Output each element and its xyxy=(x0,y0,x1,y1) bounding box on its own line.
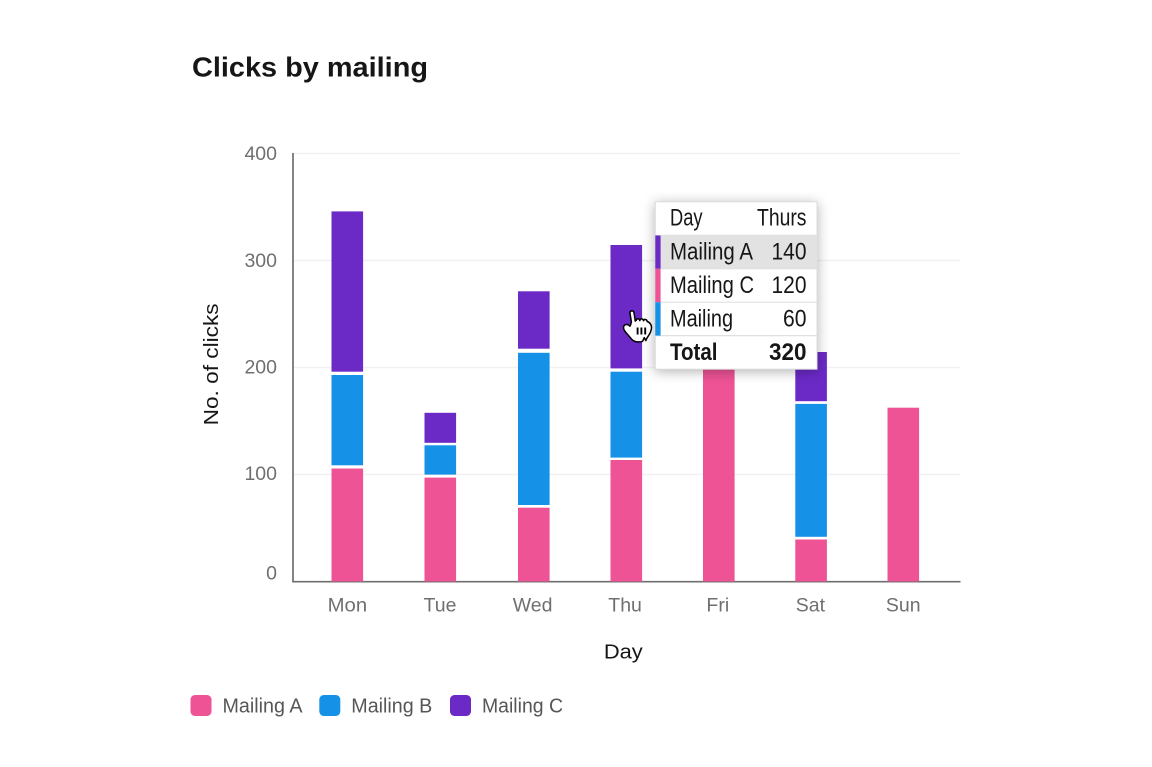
svg-text:Mon: Mon xyxy=(328,594,368,616)
svg-text:Mailing A: Mailing A xyxy=(670,239,753,266)
svg-text:300: 300 xyxy=(244,250,277,272)
svg-text:Day: Day xyxy=(604,641,644,664)
svg-text:Mailing C: Mailing C xyxy=(670,272,754,299)
svg-text:200: 200 xyxy=(244,357,277,379)
svg-text:Sun: Sun xyxy=(886,594,921,616)
svg-text:Wed: Wed xyxy=(513,594,553,616)
svg-text:Clicks by mailing: Clicks by mailing xyxy=(192,52,428,83)
svg-text:Thu: Thu xyxy=(608,594,642,616)
svg-text:Total: Total xyxy=(670,339,718,366)
svg-text:Tue: Tue xyxy=(424,594,457,616)
svg-text:400: 400 xyxy=(244,143,277,165)
svg-text:140: 140 xyxy=(772,239,807,266)
svg-text:Thurs: Thurs xyxy=(757,205,807,232)
svg-text:Day: Day xyxy=(670,205,703,232)
svg-text:320: 320 xyxy=(769,339,807,366)
svg-text:Mailing: Mailing xyxy=(670,306,733,333)
svg-text:Mailing C: Mailing C xyxy=(482,695,563,718)
svg-text:Mailing B: Mailing B xyxy=(351,695,432,718)
svg-text:Sat: Sat xyxy=(796,594,826,616)
svg-text:100: 100 xyxy=(244,463,277,485)
svg-text:No. of clicks: No. of clicks xyxy=(201,303,223,425)
svg-text:120: 120 xyxy=(772,272,807,299)
svg-text:0: 0 xyxy=(266,563,277,585)
svg-text:Mailing A: Mailing A xyxy=(223,695,303,718)
svg-text:60: 60 xyxy=(783,306,807,333)
svg-text:Fri: Fri xyxy=(706,594,729,616)
